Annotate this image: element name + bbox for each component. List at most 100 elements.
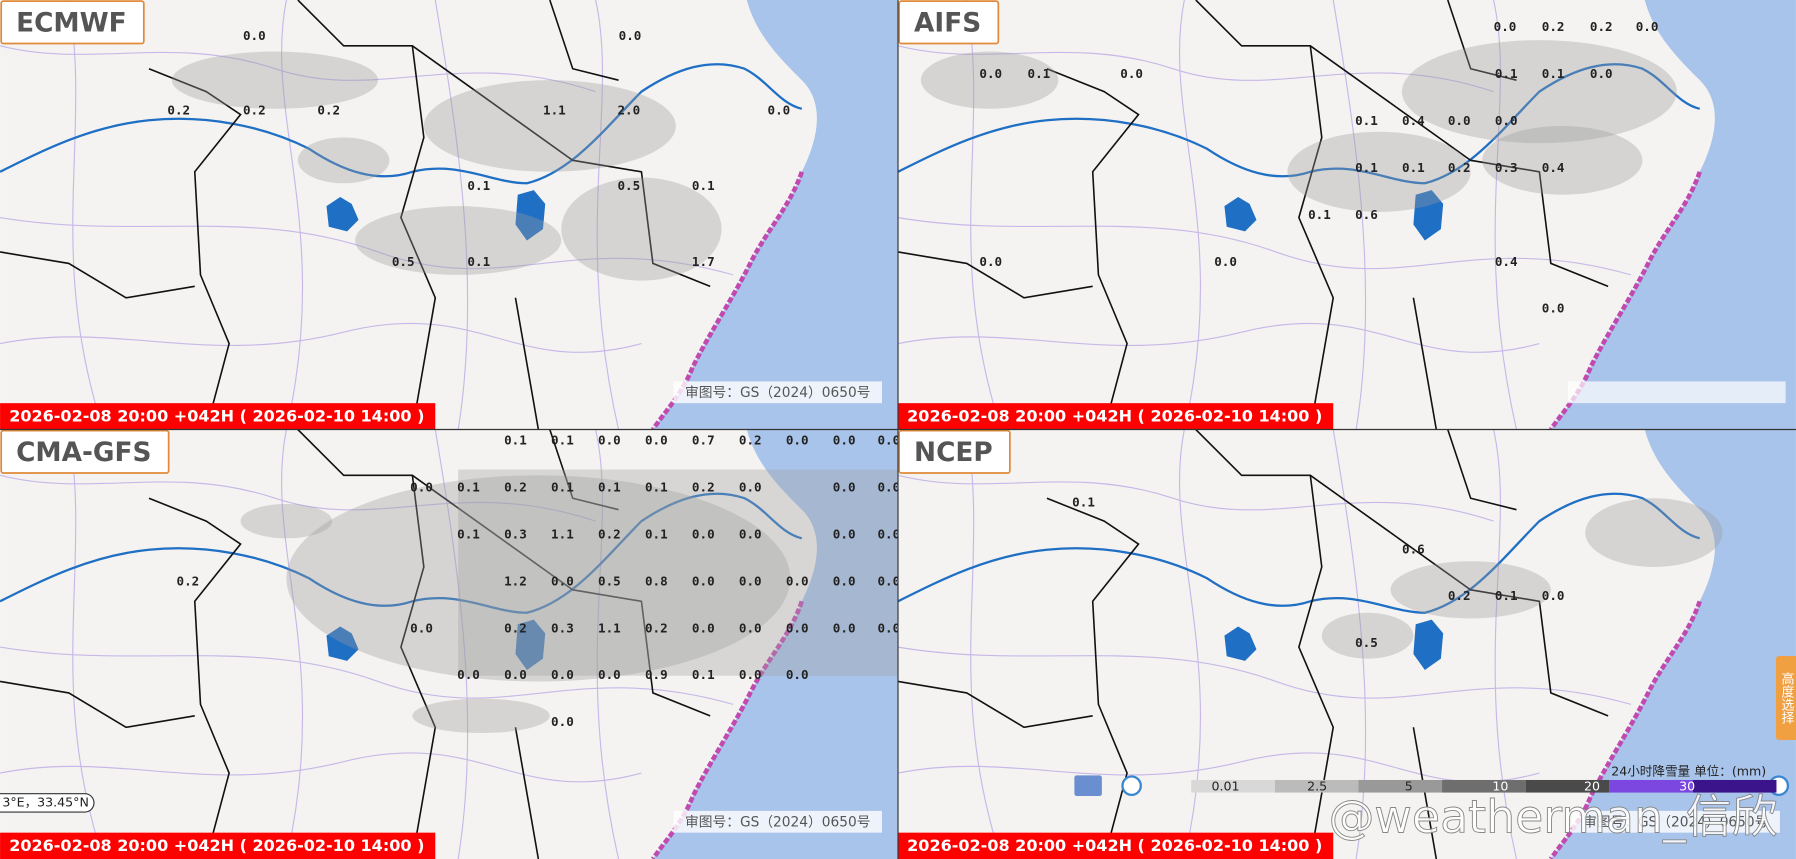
grid-value: 0.0 xyxy=(877,479,900,494)
grid-value: 0.8 xyxy=(645,573,668,588)
grid-value: 0.1 xyxy=(1028,66,1051,81)
grid-value: 0.4 xyxy=(1402,113,1425,128)
grid-value: 0.1 xyxy=(1495,66,1518,81)
grid-value: 0.0 xyxy=(692,526,715,541)
grid-value: 0.5 xyxy=(1355,635,1378,650)
grid-value: 0.4 xyxy=(1542,160,1565,175)
model-label-box xyxy=(898,429,1011,474)
grid-value: 0.2 xyxy=(692,479,715,494)
grid-value: 0.0 xyxy=(598,432,621,447)
snow-area xyxy=(1482,125,1643,195)
grid-value: 0.0 xyxy=(1494,19,1517,34)
grid-value: 1.2 xyxy=(504,573,527,588)
legend-swatch xyxy=(1692,779,1777,793)
grid-value: 0.0 xyxy=(457,667,480,682)
legend-tick: 5 xyxy=(1405,778,1413,793)
grid-value: 0.1 xyxy=(692,667,715,682)
snow-area xyxy=(412,698,550,734)
grid-value: 0.2 xyxy=(167,103,190,118)
legend-swatch xyxy=(1274,779,1359,793)
grid-value: 0.1 xyxy=(1495,588,1518,603)
grid-value: 0.0 xyxy=(410,479,433,494)
grid-value: 0.6 xyxy=(1355,207,1378,222)
legend-swatch xyxy=(1358,779,1443,793)
grid-value: 0.3 xyxy=(504,526,527,541)
grid-value: 0.0 xyxy=(877,620,900,635)
grid-value: 0.0 xyxy=(979,66,1002,81)
grid-value: 0.0 xyxy=(1542,588,1565,603)
grid-value: 0.1 xyxy=(457,479,480,494)
run-time: 2026-02-08 20:00 +042H ( 2026-02-10 14:0… xyxy=(9,836,424,855)
height-select-button[interactable]: 高度选择 xyxy=(1776,656,1796,740)
snow-area xyxy=(171,51,379,109)
grid-value: 0.0 xyxy=(786,667,809,682)
snow-area xyxy=(1321,612,1414,659)
grid-value: 0.1 xyxy=(1308,207,1331,222)
grid-value: 0.0 xyxy=(739,573,762,588)
grid-value: 0.2 xyxy=(1590,19,1613,34)
grid-value: 0.2 xyxy=(1448,588,1471,603)
model-label: AIFS xyxy=(914,9,981,39)
grid-value: 0.1 xyxy=(1355,113,1378,128)
grid-value: 0.0 xyxy=(739,667,762,682)
legend-swatch xyxy=(1525,779,1610,793)
grid-value: 0.5 xyxy=(598,573,621,588)
slider-knob xyxy=(1121,775,1142,797)
grid-value: 0.0 xyxy=(1590,66,1613,81)
snow-area xyxy=(1390,561,1551,619)
grid-value: 2.0 xyxy=(617,103,640,118)
review-box xyxy=(1571,810,1780,833)
grid-value: 0.0 xyxy=(877,432,900,447)
grid-value: 0.2 xyxy=(1542,19,1565,34)
legend-swatch xyxy=(1191,779,1275,793)
grid-value: 0.3 xyxy=(1495,160,1518,175)
coord-box xyxy=(0,793,95,813)
grid-value: 1.1 xyxy=(543,103,566,118)
map-panel: 0.0 0.0 0.2 0.2 0.2 1.1 2.0 0.0 0.1 0.5 0.1 0.5 0.1 1… xyxy=(0,0,898,430)
grid-value: 0.3 xyxy=(551,620,574,635)
legend-tick: 2.5 xyxy=(1307,778,1327,793)
legend-tick: 10 xyxy=(1492,778,1508,793)
grid-value: 0.1 xyxy=(467,254,490,269)
legend-tick: 20 xyxy=(1584,778,1600,793)
grid-value: 0.6 xyxy=(1402,541,1425,556)
grid-value: 0.1 xyxy=(692,178,715,193)
grid-value: 0.0 xyxy=(768,103,791,118)
grid-value: 0.2 xyxy=(317,103,340,118)
run-time: 2026-02-08 20:00 +042H ( 2026-02-10 14:0… xyxy=(9,406,424,425)
legend-tick: 30 xyxy=(1679,778,1695,793)
grid-value: 0.1 xyxy=(645,479,668,494)
grid-value: 0.0 xyxy=(739,526,762,541)
grid-value: 0.1 xyxy=(551,479,574,494)
grid-value: 0.0 xyxy=(833,573,856,588)
model-label-box xyxy=(898,0,1000,45)
time-bar xyxy=(0,403,436,430)
run-time: 2026-02-08 20:00 +042H ( 2026-02-10 14:0… xyxy=(907,836,1322,855)
grid-value: 0.0 xyxy=(551,667,574,682)
grid-value: 0.1 xyxy=(1355,160,1378,175)
snow-area xyxy=(423,80,676,172)
legend-title: 24小时降雪量 单位：(mm) xyxy=(1611,763,1766,778)
grid-value: 0.0 xyxy=(739,479,762,494)
grid-value: 0.1 xyxy=(1072,494,1095,509)
review-box xyxy=(1568,381,1786,404)
grid-value: 1.1 xyxy=(598,620,621,635)
grid-value: 0.0 xyxy=(551,714,574,729)
snow-area xyxy=(1585,498,1723,567)
review-number: 审图号：GS（2024）0650号 xyxy=(685,814,870,830)
play-button xyxy=(1074,775,1102,797)
model-label: NCEP xyxy=(914,438,993,468)
grid-value: 0.1 xyxy=(467,178,490,193)
grid-value: 0.0 xyxy=(786,432,809,447)
watermark: @weatherman_信欣 xyxy=(1329,790,1778,844)
model-grid-overlay xyxy=(458,469,898,676)
grid-value: 0.0 xyxy=(786,573,809,588)
grid-value: 0.1 xyxy=(504,432,527,447)
grid-value: 0.7 xyxy=(692,432,715,447)
grid-value: 0.2 xyxy=(504,620,527,635)
model-label: ECMWF xyxy=(16,9,127,39)
grid-value: 0.0 xyxy=(1542,301,1565,316)
grid-value: 0.1 xyxy=(598,479,621,494)
grid-value: 0.0 xyxy=(877,573,900,588)
